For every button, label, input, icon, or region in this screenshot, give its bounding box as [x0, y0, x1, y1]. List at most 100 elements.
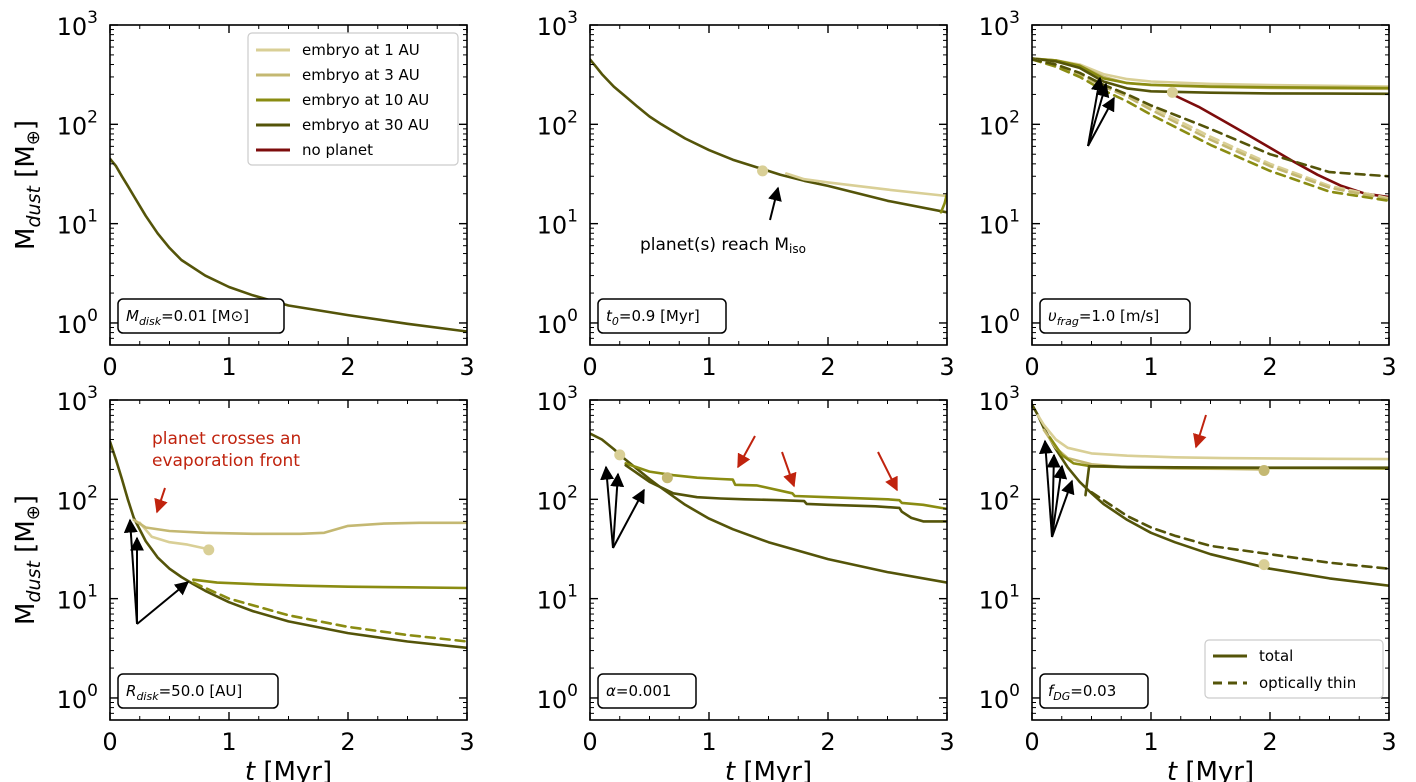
endpoint-marker-0	[1258, 465, 1270, 477]
legend-label-3: embryo at 30 AU	[302, 116, 429, 134]
x-tick-label: 1	[1143, 353, 1158, 381]
y-tick-label: 103	[537, 8, 578, 41]
red-arrow-p5-c	[877, 451, 898, 492]
legend: embryo at 1 AU embryo at 3 AU embryo at 10…	[247, 32, 459, 166]
y-tick-label: 100	[979, 306, 1020, 339]
param-label: υfrag=1.0 [m/s]	[1048, 307, 1159, 328]
series-line-8	[1032, 58, 1389, 178]
x-tick-label: 1	[701, 728, 716, 756]
panel-f_DG: 0 1 2 3 100 101 102 103 t [Myr] fDG=0.03	[979, 383, 1397, 782]
endpoint-marker-1	[1258, 559, 1270, 571]
panel-v_frag: 0 1 2 3 100 101 102 103 υfrag=1.0 [m/s]	[979, 8, 1397, 381]
param-label: fDG=0.03	[1048, 682, 1116, 703]
series-line-1	[1036, 414, 1389, 461]
endpoint-marker-0	[757, 165, 769, 177]
series-line-0	[110, 157, 467, 333]
y-tick-label: 103	[979, 8, 1020, 41]
iso-annotation: planet(s) reach Miso	[640, 235, 806, 256]
x-tick-label: 0	[1024, 353, 1039, 381]
param-label: t0=0.9 [Myr]	[606, 307, 700, 328]
red-arrow-p5-b	[781, 451, 797, 488]
y-tick-label: 102	[979, 107, 1020, 140]
series-line-4	[1173, 94, 1389, 199]
y-tick-label: 102	[979, 482, 1020, 515]
arrow-p3-c	[1087, 96, 1115, 147]
y-tick-label: 103	[57, 8, 98, 41]
y-tick-label: 102	[537, 107, 578, 140]
x-axis-label: t [Myr]	[725, 757, 812, 782]
x-tick-label: 1	[701, 353, 716, 381]
series-line-1	[784, 172, 947, 198]
series-line-1	[624, 462, 947, 511]
legend-label-2: embryo at 10 AU	[302, 91, 429, 109]
y-tick-label: 100	[979, 681, 1020, 714]
series-line-7	[1032, 58, 1389, 203]
series-group	[1032, 57, 1389, 203]
series-group	[110, 440, 467, 650]
series-line-4	[1084, 464, 1389, 497]
axes-frame	[589, 24, 948, 346]
y-tick-label: 102	[537, 482, 578, 515]
x-tick-label: 0	[1024, 728, 1039, 756]
x-tick-label: 1	[1143, 728, 1158, 756]
y-tick-label: 100	[57, 681, 98, 714]
axes-frame	[1031, 24, 1390, 346]
red-arrow-p6	[1193, 414, 1207, 449]
arrow-p6-c	[1051, 464, 1068, 538]
iso-arrow	[768, 186, 782, 221]
red-arrow-p5-a	[737, 435, 756, 469]
x-tick-label: 3	[939, 353, 954, 381]
y-tick-label: 100	[537, 306, 578, 339]
style-legend: total optically thin	[1204, 639, 1384, 699]
y-tick-label: 102	[57, 482, 98, 515]
y-tick-label: 100	[57, 306, 98, 339]
x-tick-label: 0	[102, 728, 117, 756]
y-tick-label: 101	[979, 207, 1020, 240]
x-tick-label: 3	[459, 728, 474, 756]
arrow-p6-d	[1051, 479, 1075, 538]
legend-label-0: embryo at 1 AU	[302, 41, 420, 59]
x-axis-label: t [Myr]	[1167, 757, 1254, 782]
x-tick-label: 2	[340, 353, 355, 381]
param-box	[597, 298, 727, 334]
series-line-2	[624, 463, 947, 523]
series-line-6	[1032, 58, 1389, 201]
x-tick-label: 1	[221, 353, 236, 381]
legend-box	[247, 32, 459, 166]
x-tick-label: 0	[102, 353, 117, 381]
x-tick-label: 2	[1262, 353, 1277, 381]
arrow-p4-a	[123, 518, 138, 625]
series-line-0	[590, 432, 947, 584]
param-box	[597, 673, 697, 709]
x-tick-label: 2	[1262, 728, 1277, 756]
y-tick-label: 102	[57, 107, 98, 140]
series-line-3	[1032, 57, 1389, 96]
series-line-0	[590, 58, 947, 214]
x-tick-label: 0	[582, 728, 597, 756]
series-line-3	[192, 578, 467, 590]
x-tick-label: 2	[820, 728, 835, 756]
axes-frame	[589, 399, 948, 721]
param-label: α=0.001	[606, 682, 671, 700]
style-legend-box	[1204, 639, 1384, 699]
arrow-p6-a	[1038, 439, 1053, 538]
y-tick-label: 103	[537, 383, 578, 416]
panel-M_disk: 0 1 2 3 100 101 102 103 Mdust [M⊕] Mdisk=0.01 [M⊙…	[11, 8, 475, 381]
style-legend-label-1: optically thin	[1259, 674, 1356, 692]
series-line-0	[110, 440, 467, 650]
endpoint-marker-0	[661, 472, 673, 484]
series-group	[590, 432, 947, 584]
arrow-p5-a	[600, 465, 615, 549]
series-group	[590, 58, 947, 214]
endpoint-marker-0	[203, 544, 215, 556]
y-axis-label: Mdust [M⊕]	[11, 495, 45, 625]
panel-alpha: 0 1 2 3 100 101 102 103 t [Myr] α=0.001	[537, 383, 955, 782]
y-tick-label: 101	[537, 582, 578, 615]
y-tick-label: 101	[57, 582, 98, 615]
legend-label-1: embryo at 3 AU	[302, 66, 420, 84]
x-tick-label: 3	[1381, 728, 1396, 756]
y-tick-label: 101	[57, 207, 98, 240]
x-tick-label: 3	[459, 353, 474, 381]
param-box	[117, 298, 285, 334]
